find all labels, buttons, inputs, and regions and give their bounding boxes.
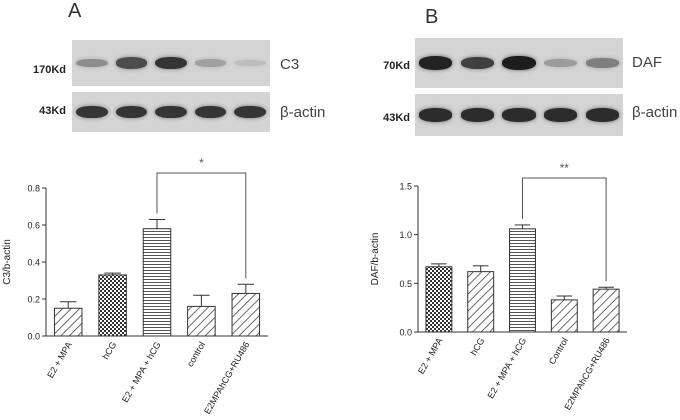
significance-label: * — [199, 156, 204, 170]
y-tick-label: 0.2 — [27, 295, 40, 305]
blot-band — [234, 105, 267, 119]
y-tick-label: 0.5 — [399, 279, 412, 289]
bar — [142, 228, 172, 337]
y-tick-label: 0.4 — [27, 258, 40, 268]
bar — [509, 228, 536, 333]
significance-bracket — [156, 172, 247, 279]
blot-band — [75, 105, 108, 119]
bar — [231, 292, 261, 337]
protein-label: DAF — [632, 54, 662, 71]
marker-label: 170Kd — [32, 64, 66, 76]
bar — [187, 305, 216, 337]
blot-band — [234, 59, 267, 67]
bar — [592, 288, 620, 333]
protein-label: β-actin — [632, 104, 678, 121]
bar — [425, 266, 453, 333]
x-tick-label: E2MPAhCG+RU486 — [202, 340, 251, 416]
significance-label: ** — [560, 161, 570, 175]
blot-band — [585, 58, 619, 68]
blot-band — [155, 105, 187, 119]
marker-label: 43Kd — [383, 112, 410, 124]
y-tick-label: 0.6 — [27, 221, 40, 231]
panel-letter-a: A — [68, 0, 82, 22]
blot-band — [460, 108, 495, 122]
blot-band — [155, 56, 187, 70]
blot-band — [115, 105, 148, 119]
blot-band — [543, 59, 578, 67]
blot-band — [502, 108, 536, 122]
x-tick-label: hCG — [469, 336, 487, 357]
x-tick-label: E2 + MPA — [45, 340, 74, 380]
y-tick-label: 0.0 — [27, 332, 40, 342]
significance-bracket — [522, 177, 607, 282]
marker-label: 70Kd — [383, 60, 410, 72]
y-tick-label: 1.5 — [399, 182, 412, 192]
y-axis-label: C3/b-actin — [2, 239, 13, 285]
x-tick-label: E2MPAhCG+RU486 — [562, 336, 611, 412]
protein-label: β-actin — [280, 104, 326, 121]
blot-band — [194, 59, 227, 67]
panel-letter-b: B — [425, 6, 439, 28]
blot-band — [419, 56, 453, 70]
marker-label: 43Kd — [39, 105, 66, 117]
blot-band — [543, 108, 578, 122]
x-tick-label: E2 + MPA + hCG — [485, 336, 528, 400]
x-tick-label: Control — [547, 336, 570, 366]
western-blot-c3 — [72, 40, 270, 86]
y-axis-label: DAF/b-actin — [370, 233, 381, 286]
blot-band — [419, 108, 453, 122]
y-tick-label: 0.0 — [399, 328, 412, 338]
x-tick-label: E2 + MPA + hCG — [120, 340, 163, 404]
blot-band — [75, 58, 108, 68]
bar — [467, 271, 495, 333]
y-tick-label: 1.0 — [399, 230, 412, 240]
c3-bar-chart: 0.0 0.2 0.4 0.6 0.8 C3/b-actin E2 + MPA hCG E2 +… — [2, 156, 268, 416]
blot-band — [194, 105, 227, 119]
bar — [98, 274, 127, 337]
protein-label: C3 — [280, 56, 300, 73]
western-blot-daf — [415, 38, 623, 88]
y-tick-label: 0.8 — [27, 184, 40, 194]
x-tick-label: hCG — [100, 340, 118, 361]
bar — [53, 307, 83, 337]
western-blot-beta-actin — [415, 94, 623, 136]
bar — [550, 299, 578, 333]
x-tick-label: control — [185, 340, 207, 368]
blot-band — [115, 57, 148, 69]
western-blot-beta-actin — [72, 92, 270, 132]
x-tick-label: E2 + MPA — [416, 336, 445, 376]
blot-band — [460, 56, 495, 70]
blot-band — [502, 56, 536, 70]
blot-band — [585, 108, 619, 122]
